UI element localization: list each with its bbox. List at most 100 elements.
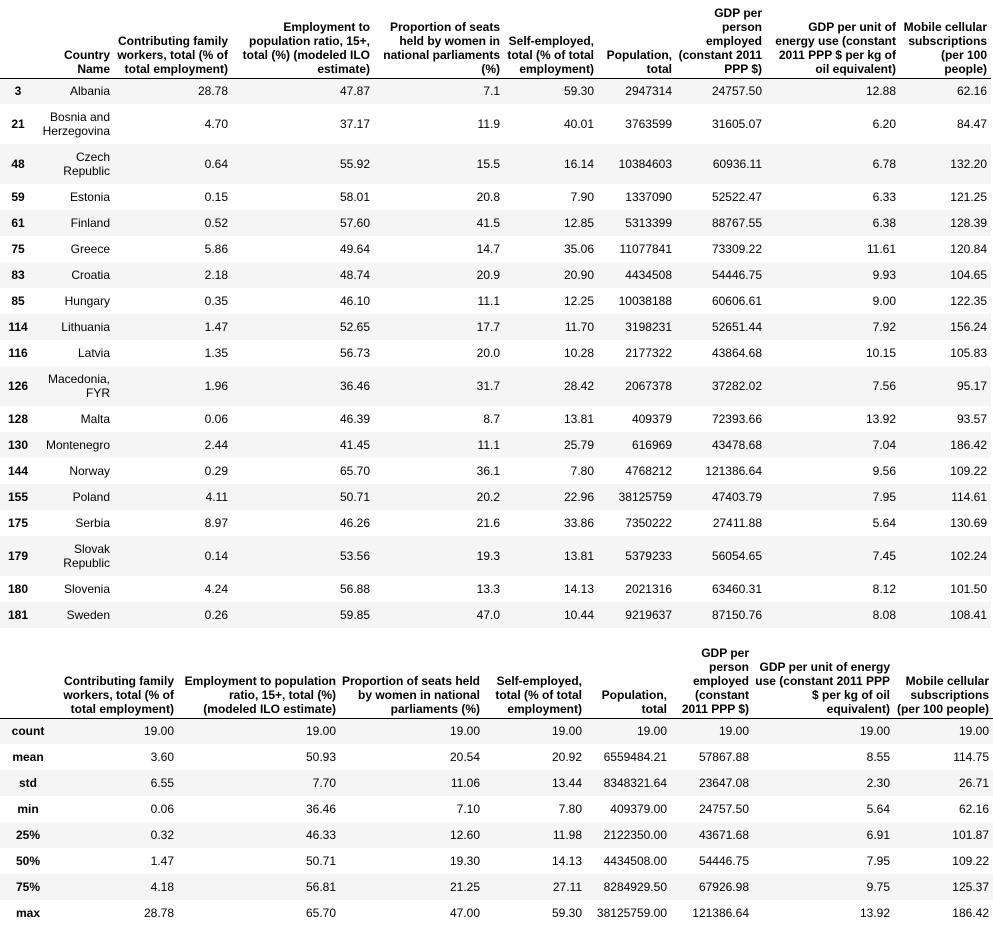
table-cell: 49.64 [339, 242, 370, 256]
table-row: 3 Albania 28.78 47.87 7.1 59.30 2947314 24757.5… [0, 78, 991, 104]
table-row: 179 Slovak Republic 0.14 53.56 19.3 13.81 5379… [0, 536, 991, 576]
column-header: Proportion of seats held by women in nat… [383, 19, 500, 76]
table-cell: 72393.66 [711, 412, 762, 426]
table-cell: 11.70 [564, 320, 594, 334]
table-cell: 27.11 [552, 880, 582, 894]
table-cell: 12.60 [449, 828, 480, 842]
row-index: 114 [8, 320, 28, 334]
table-cell: 56.81 [305, 880, 336, 894]
table-cell: 11.1 [477, 294, 500, 308]
table-cell: Finland [70, 216, 110, 230]
column-header: Proportion of seats held by women in nat… [342, 673, 481, 716]
table-cell: 101.50 [950, 582, 987, 596]
table-cell: 2.18 [204, 268, 228, 282]
table-row: 21 Bosnia and Herzegovina 4.70 37.17 11.9 40.… [0, 104, 991, 144]
table-cell: 9.93 [872, 268, 896, 282]
table-row: 180 Slovenia 4.24 56.88 13.3 14.13 2021316 6346… [0, 576, 991, 602]
table-cell: 1.35 [204, 346, 228, 360]
table-cell: 84.47 [956, 117, 987, 131]
table-cell: 20.0 [476, 346, 500, 360]
table-cell: 41.5 [476, 216, 500, 230]
table-cell: Bosnia and Herzegovina [42, 110, 110, 138]
table-cell: 1.47 [150, 854, 174, 868]
table-cell: 46.33 [305, 828, 336, 842]
table-cell: 62.16 [958, 802, 989, 816]
table-cell: 13.92 [865, 412, 896, 426]
table-cell: 10.44 [563, 608, 594, 622]
table-row: min 0.06 36.46 7.10 7.80 409379.00 24757.50 5.6… [0, 796, 993, 822]
table-cell: 0.06 [150, 802, 174, 816]
table-cell: 5313399 [625, 216, 672, 230]
table-cell: 19.00 [636, 724, 667, 739]
table-cell: 6559484.21 [603, 750, 667, 764]
row-index: 130 [7, 438, 29, 452]
table-cell: Croatia [71, 268, 110, 282]
row-index: 181 [7, 608, 29, 622]
table-cell: 87150.76 [711, 608, 762, 622]
table-cell: Hungary [64, 294, 110, 308]
table-cell: 57867.88 [698, 750, 749, 764]
table-cell: 41.45 [339, 438, 370, 452]
table-cell: 38125759.00 [596, 906, 667, 920]
table-cell: 10.28 [563, 346, 594, 360]
table-row: 126 Macedonia, FYR 1.96 36.46 31.7 28.42 20673… [0, 366, 991, 406]
table-cell: 50.71 [305, 854, 336, 868]
table-cell: 7.95 [872, 490, 896, 504]
table-cell: 9.56 [872, 464, 896, 478]
table-cell: 13.3 [476, 582, 500, 596]
table-cell: 6.33 [872, 190, 896, 204]
header-row: Country Name Contributing family workers… [0, 0, 991, 78]
table-cell: 0.64 [204, 157, 228, 171]
table-cell: 93.57 [956, 412, 987, 426]
row-index: 144 [7, 464, 29, 478]
table-cell: 46.39 [339, 412, 370, 426]
table-cell: 62.16 [956, 84, 987, 99]
table-cell: 46.10 [339, 294, 370, 308]
table-cell: 37282.02 [711, 379, 762, 393]
table-cell: 11.61 [866, 242, 896, 256]
table-cell: 13.44 [551, 776, 582, 790]
table-cell: 17.7 [476, 320, 500, 334]
table-cell: 2947314 [625, 84, 672, 99]
table-cell: 19.00 [718, 724, 749, 739]
table-cell: 28.78 [197, 84, 228, 99]
table-cell: Norway [69, 464, 110, 478]
table-row: 155 Poland 4.11 50.71 20.2 22.96 38125759 47403… [0, 484, 991, 510]
table-cell: 58.01 [339, 190, 370, 204]
table-cell: 21.25 [449, 880, 480, 894]
table-cell: 0.26 [204, 608, 228, 622]
table-cell: 57.60 [339, 216, 370, 230]
table-cell: 43864.68 [711, 346, 762, 360]
table-cell: 8.97 [204, 516, 228, 530]
table-cell: Slovenia [63, 582, 110, 596]
row-index: 128 [7, 412, 29, 426]
table-cell: 36.46 [305, 802, 336, 816]
table-cell: Malta [80, 412, 110, 426]
table-cell: 0.29 [204, 464, 228, 478]
table-cell: 0.06 [204, 412, 228, 426]
table-cell: 36.46 [339, 379, 370, 393]
table-cell: 7.80 [558, 802, 582, 816]
table-cell: 4.11 [205, 490, 228, 504]
table-cell: 14.7 [476, 242, 500, 256]
table-cell: 5.64 [866, 802, 890, 816]
table-cell: 0.52 [204, 216, 228, 230]
table-cell: 55.92 [339, 157, 370, 171]
row-index: max [15, 906, 41, 920]
table-cell: 14.13 [551, 854, 582, 868]
table-cell: 409379 [631, 412, 672, 426]
table-cell: 63460.31 [711, 582, 762, 596]
table-cell: 19.3 [476, 549, 500, 563]
table-cell: 3198231 [625, 320, 672, 334]
table-cell: 59.30 [551, 906, 582, 920]
table-cell: 56054.65 [711, 549, 762, 563]
table-cell: 109.22 [952, 854, 989, 868]
table-cell: 108.41 [950, 608, 987, 622]
table-cell: 9219637 [625, 608, 672, 622]
column-header: GDP per person employed (constant 2011 P… [678, 5, 762, 76]
table-cell: 6.91 [866, 828, 890, 842]
table-cell: 19.00 [143, 724, 174, 739]
table-cell: 0.35 [204, 294, 228, 308]
table-cell: Macedonia, FYR [47, 372, 110, 400]
table-cell: 2122350.00 [603, 828, 667, 842]
